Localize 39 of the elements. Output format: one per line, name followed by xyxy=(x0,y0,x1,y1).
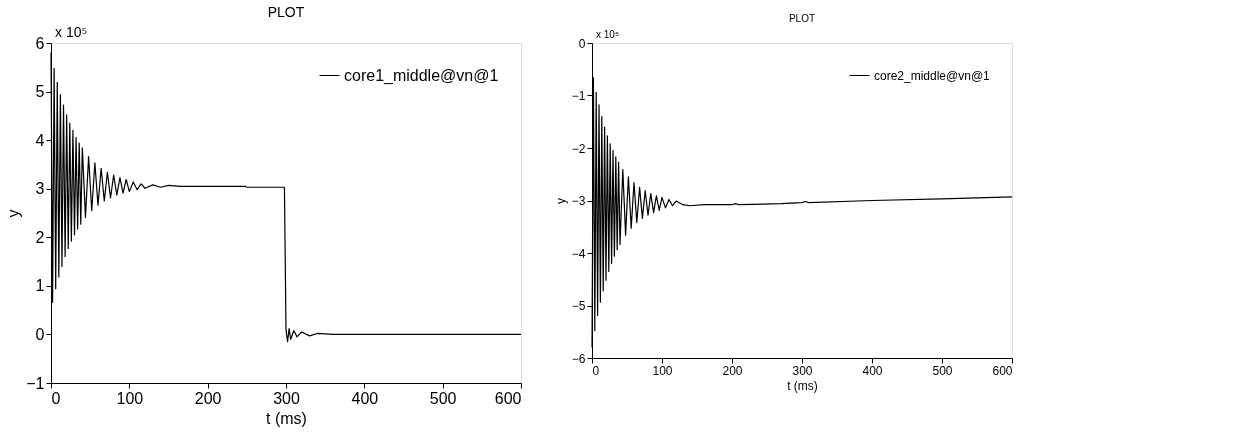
y-tick-label: −4 xyxy=(571,246,586,261)
y-tick-label: −2 xyxy=(571,141,586,156)
x-axis-title: t (ms) xyxy=(266,409,307,427)
x-tick-label: 100 xyxy=(652,363,673,378)
x-tick-label: 200 xyxy=(722,363,743,378)
x-tick-label: 400 xyxy=(862,363,883,378)
y-axis-title: y xyxy=(553,198,568,204)
x-tick-label: 300 xyxy=(792,363,813,378)
legend-label: core1_middle@vn@1 xyxy=(344,66,499,85)
x-tick-label: 500 xyxy=(429,389,457,407)
y-tick-label: 5 xyxy=(35,83,45,101)
y-tick-label: 1 xyxy=(35,277,45,295)
y-tick-label: 2 xyxy=(35,228,45,246)
x-tick-label: 600 xyxy=(494,389,522,407)
x-tick-label: 100 xyxy=(116,389,144,407)
y-tick-label: −6 xyxy=(571,351,586,366)
x-tick-label: 0 xyxy=(51,389,61,407)
y-tick-label: 4 xyxy=(35,131,45,149)
x-tick-label: 0 xyxy=(592,363,600,378)
x-tick-label: 600 xyxy=(992,363,1013,378)
x-tick-label: 300 xyxy=(273,389,300,407)
y-tick-label: 3 xyxy=(35,180,45,198)
x-tick-label: 500 xyxy=(932,363,953,378)
y-tick-label: 6 xyxy=(35,34,45,52)
y-axis-title: y xyxy=(5,209,23,218)
x-tick-label: 200 xyxy=(194,389,222,407)
y-tick-label: 0 xyxy=(35,325,45,343)
y-tick-label: −1 xyxy=(571,89,586,103)
y-tick-label: −3 xyxy=(571,194,586,208)
x-axis-title: t (ms) xyxy=(787,378,818,393)
y-tick-label: 0 xyxy=(578,36,586,51)
chart-title: PLOT xyxy=(788,13,816,24)
y-tick-label: −5 xyxy=(571,299,586,313)
text: x 10⁵ xyxy=(55,24,88,40)
chart-title: PLOT xyxy=(267,4,305,20)
text: x 10⁵ xyxy=(596,29,620,40)
legend-label: core2_middle@vn@1 xyxy=(874,68,991,83)
y-tick-label: −1 xyxy=(26,374,45,392)
x-tick-label: 400 xyxy=(351,389,379,407)
